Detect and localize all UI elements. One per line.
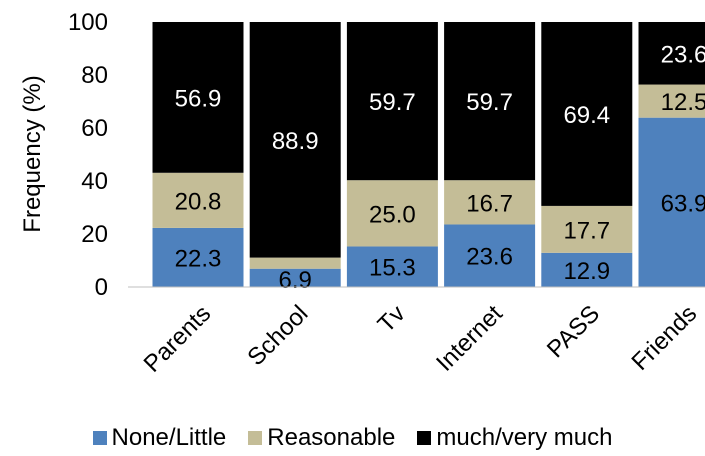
x-tick-label: Parents — [139, 300, 217, 378]
bar-segment — [346, 180, 438, 247]
y-axis-label: Frequency (%) — [19, 75, 46, 232]
bar-segment — [249, 268, 341, 287]
bar-segment — [541, 205, 633, 253]
legend-label: much/very much — [436, 424, 613, 451]
y-tick-label: 40 — [81, 168, 108, 195]
bar-segment — [152, 172, 244, 228]
data-label: 25.0 — [369, 201, 416, 228]
x-tick-label: Internet — [431, 300, 508, 377]
bar-segment — [638, 22, 705, 85]
y-axis: 0 20 40 60 80 100 — [68, 9, 108, 301]
data-label: 88.9 — [272, 128, 319, 155]
data-label: 23.6 — [466, 244, 513, 271]
bar-segment — [249, 22, 341, 258]
y-tick-label: 60 — [81, 115, 108, 142]
data-label: 63.9 — [661, 190, 705, 217]
legend-item: Reasonable — [248, 424, 395, 452]
bar-segment — [346, 246, 438, 287]
x-tick-label: PASS — [542, 300, 605, 363]
x-tick-label: School — [242, 300, 313, 371]
legend-swatch — [248, 431, 263, 445]
data-label: 16.7 — [466, 190, 513, 217]
bar-segment — [541, 22, 633, 206]
bar-segment — [444, 224, 536, 287]
data-label: 22.3 — [175, 245, 222, 272]
bars: 22.3 20.8 56.9 6.9 88.9 15.3 25.0 59.7 23.6 16.7 5… — [152, 22, 705, 294]
bar-segment — [638, 84, 705, 118]
data-label: 59.7 — [369, 89, 416, 116]
bar-segment — [249, 257, 341, 269]
data-label: 56.9 — [175, 85, 222, 112]
x-tick-label: Tv — [373, 300, 411, 338]
data-label: 59.7 — [466, 89, 513, 116]
data-label: 17.7 — [563, 217, 610, 244]
data-label: 15.3 — [369, 255, 416, 282]
data-label: 6.9 — [279, 267, 312, 294]
bar-segment — [152, 22, 244, 173]
bar-segment — [444, 22, 536, 181]
bar-segment — [152, 227, 244, 287]
data-label: 69.4 — [563, 102, 610, 129]
x-axis: Parents School Tv Internet PASS Friends — [128, 286, 705, 378]
bar-segment — [541, 252, 633, 287]
bar-segment — [346, 22, 438, 181]
stacked-bar-chart: 0 20 40 60 80 100 22.3 20.8 56.9 6.9 88.9 15.3 25.0… — [19, 9, 705, 378]
legend-label: Reasonable — [267, 424, 396, 451]
y-tick-label: 0 — [95, 274, 108, 301]
data-label: 12.5 — [661, 89, 705, 116]
legend-label: None/Little — [111, 424, 227, 451]
y-tick-label: 20 — [81, 221, 108, 248]
legend-item: None/Little — [92, 424, 227, 452]
bar-segment — [444, 180, 536, 225]
data-label: 20.8 — [175, 188, 222, 215]
y-tick-label: 100 — [68, 9, 108, 36]
data-label: 12.9 — [563, 258, 610, 285]
legend-swatch — [92, 431, 107, 445]
legend-item: much/very much — [417, 424, 612, 452]
bar-segment — [638, 117, 705, 287]
y-tick-label: 80 — [81, 62, 108, 89]
legend: None/Little Reasonable much/very much — [0, 420, 705, 456]
legend-swatch — [417, 431, 432, 445]
x-tick-label: Friends — [627, 300, 703, 376]
data-label: 23.6 — [661, 41, 705, 68]
